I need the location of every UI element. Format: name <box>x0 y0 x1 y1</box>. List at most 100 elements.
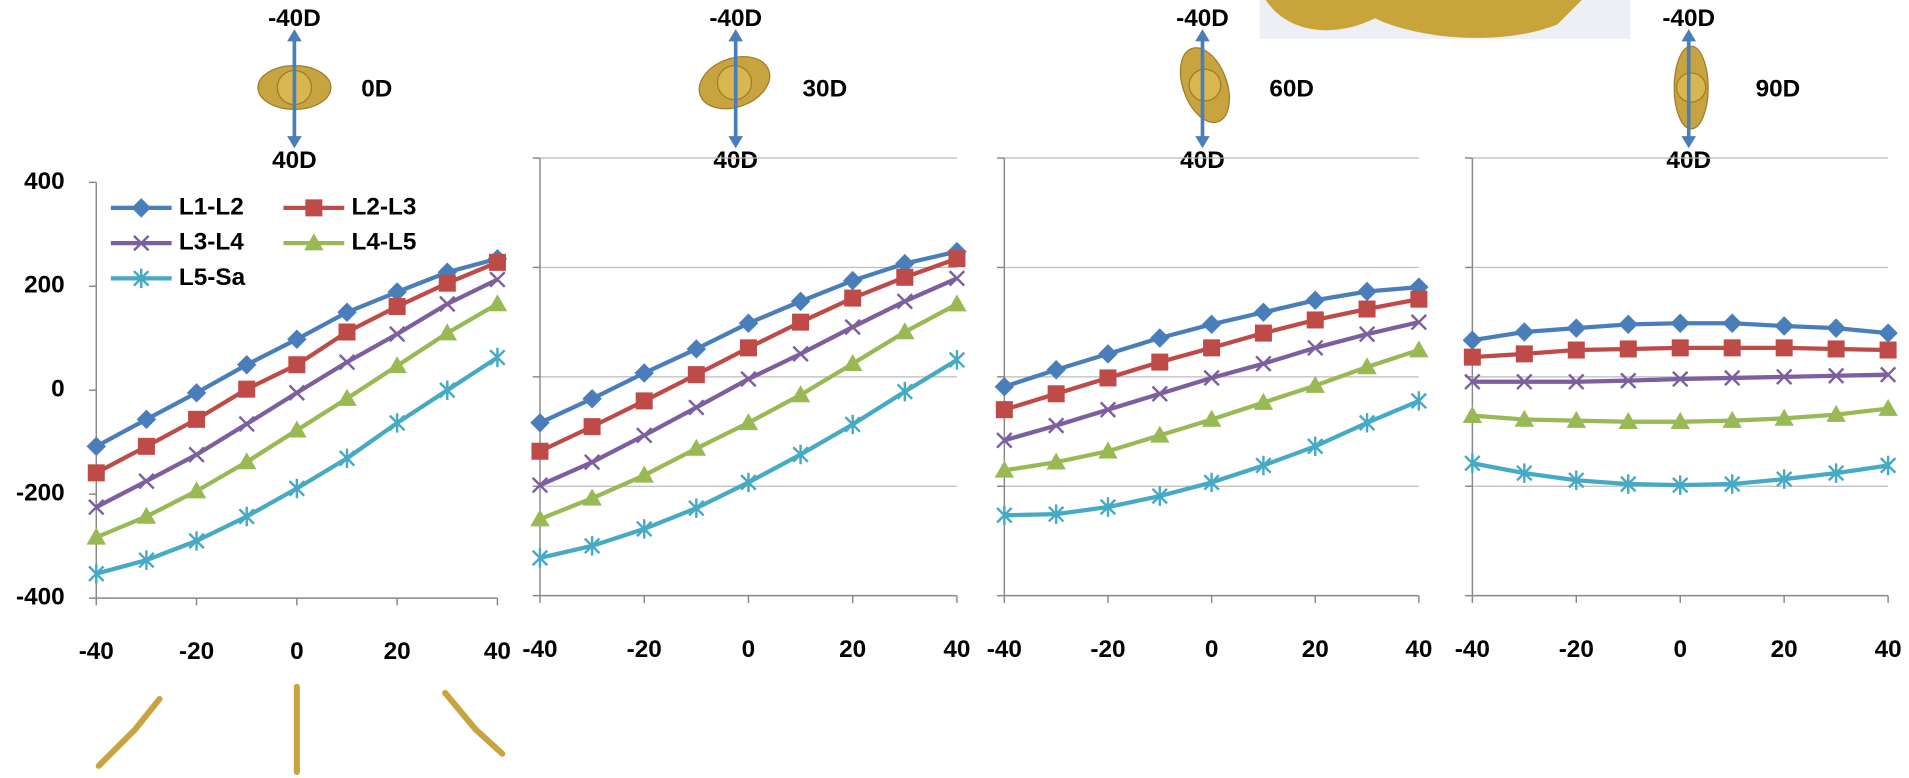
marker <box>791 385 810 402</box>
marker <box>1203 339 1220 356</box>
marker <box>1099 369 1116 386</box>
marker <box>237 355 256 374</box>
marker <box>1359 301 1376 318</box>
marker <box>1357 282 1376 301</box>
marker <box>637 428 652 443</box>
marker <box>438 323 457 340</box>
marker <box>739 413 758 430</box>
marker <box>1620 340 1637 357</box>
panel-label-top: -40D <box>1662 5 1715 32</box>
x-tick-label: 40 <box>484 638 511 665</box>
marker <box>239 507 254 526</box>
x-tick-label: -20 <box>1559 636 1594 663</box>
marker <box>1826 318 1845 337</box>
panel-label-bottom: 40D <box>1666 147 1711 174</box>
marker <box>290 386 305 401</box>
marker <box>995 377 1014 396</box>
x-tick-label: 20 <box>384 638 411 665</box>
marker <box>1516 345 1533 362</box>
legend-label: L5-Sa <box>179 264 246 291</box>
x-tick-label: -40 <box>522 636 557 663</box>
marker <box>844 290 861 307</box>
marker <box>290 479 305 498</box>
marker <box>689 400 704 415</box>
marker <box>845 320 860 335</box>
marker <box>582 389 601 408</box>
marker <box>87 437 106 456</box>
marker <box>490 272 505 287</box>
marker <box>1151 354 1168 371</box>
marker <box>1878 323 1897 342</box>
x-tick-label: 0 <box>290 638 304 665</box>
marker <box>1672 339 1689 356</box>
marker <box>634 363 653 382</box>
marker <box>1828 340 1845 357</box>
marker <box>1409 340 1428 357</box>
marker <box>337 303 356 322</box>
marker <box>1568 342 1585 359</box>
legend-label: L3-L4 <box>179 229 244 256</box>
marker <box>740 339 757 356</box>
marker <box>440 297 455 312</box>
legend-marker <box>305 199 322 216</box>
legend-label: L2-L3 <box>352 193 417 220</box>
x-tick-label: -40 <box>987 636 1022 663</box>
marker <box>1150 328 1169 347</box>
legend-label: L1-L2 <box>179 193 244 220</box>
marker <box>1724 339 1741 356</box>
marker <box>793 347 808 362</box>
marker <box>584 418 601 435</box>
marker <box>88 464 105 481</box>
marker <box>439 275 456 292</box>
marker <box>237 452 256 469</box>
x-tick-label: 20 <box>1302 636 1329 663</box>
panel-label-top: -40D <box>1176 5 1229 32</box>
marker <box>1463 330 1482 349</box>
marker <box>490 348 505 367</box>
marker <box>389 298 406 315</box>
marker <box>895 322 914 339</box>
x-tick-label: -20 <box>179 638 214 665</box>
x-tick-label: -20 <box>1090 636 1125 663</box>
marker <box>189 447 204 462</box>
marker <box>1671 314 1690 333</box>
marker <box>636 392 653 409</box>
marker <box>390 327 405 342</box>
marker <box>898 382 913 401</box>
marker <box>287 330 306 349</box>
marker <box>1722 314 1741 333</box>
marker <box>1774 316 1793 335</box>
marker <box>1776 339 1793 356</box>
panel-label-side: 90D <box>1756 75 1801 102</box>
marker <box>843 271 862 290</box>
y-tick-label: 200 <box>24 272 65 299</box>
panel-label-top: -40D <box>268 5 321 32</box>
marker <box>340 449 355 468</box>
marker <box>187 383 206 402</box>
marker <box>337 389 356 406</box>
marker <box>239 417 254 432</box>
series-line <box>540 278 957 485</box>
marker <box>996 401 1013 418</box>
legend-label: L4-L5 <box>352 229 417 256</box>
marker <box>1306 291 1325 310</box>
marker <box>440 380 455 399</box>
marker <box>338 324 355 341</box>
panel-label-side: 60D <box>1269 75 1314 102</box>
marker <box>238 381 255 398</box>
marker <box>687 339 706 358</box>
marker <box>137 410 156 429</box>
series-line <box>96 357 497 573</box>
panel-label-side: 30D <box>803 75 848 102</box>
marker <box>387 356 406 373</box>
marker <box>1254 303 1273 322</box>
x-tick-label: 0 <box>742 636 756 663</box>
x-tick-label: 40 <box>943 636 970 663</box>
marker <box>950 350 965 369</box>
legend-marker <box>132 198 151 217</box>
x-tick-label: -40 <box>1455 636 1490 663</box>
panel-label-bottom: 40D <box>272 147 317 174</box>
marker <box>1048 385 1065 402</box>
marker <box>138 438 155 455</box>
marker <box>948 250 965 267</box>
